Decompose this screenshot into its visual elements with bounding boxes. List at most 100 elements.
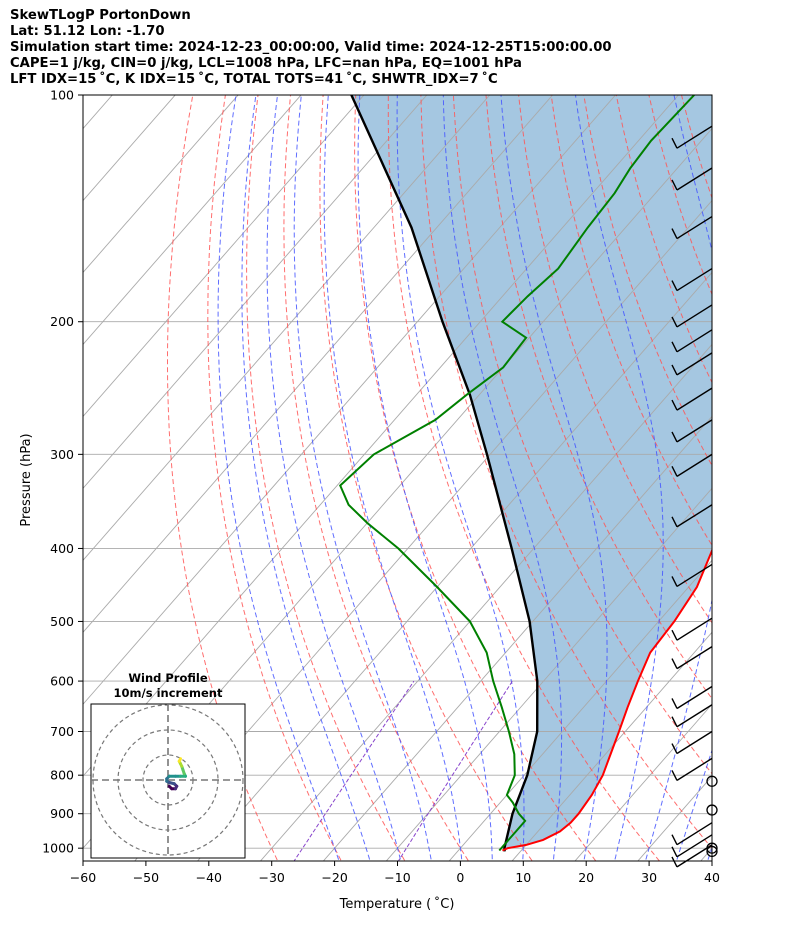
wind-barb [671, 304, 713, 328]
location-line: Lat: 51.12 Lon: -1.70 [10, 24, 165, 39]
wind-barb [671, 704, 713, 728]
dry-adiabat [518, 95, 712, 624]
isotherm [83, 95, 554, 633]
barb-flag [671, 431, 678, 443]
dry-adiabat [167, 95, 279, 861]
wind-barb [671, 685, 713, 710]
wind-barb [671, 822, 713, 846]
barb-shaft [676, 646, 713, 670]
hodograph-subtitle: 10m/s increment [114, 686, 223, 700]
x-tick-label: −30 [259, 870, 285, 885]
y-tick-label: 200 [50, 314, 74, 329]
y-tick-label: 300 [50, 447, 74, 462]
barb-shaft [676, 834, 713, 858]
barb-flag [671, 716, 678, 728]
isotherm [385, 487, 712, 861]
isotherm [0, 61, 17, 880]
barb-shaft [676, 167, 713, 191]
mixing-ratio-line [397, 680, 513, 861]
barb-shaft [676, 730, 713, 755]
hodograph-plot [91, 704, 245, 858]
barb-flag [671, 658, 678, 669]
wind-barb [671, 267, 713, 292]
barb-flag [671, 228, 678, 239]
wind-barb [671, 844, 713, 868]
barb-shaft [676, 419, 713, 443]
isotherm [83, 95, 176, 202]
isotherm [748, 61, 794, 880]
isotherm [83, 95, 365, 418]
mixing-ratio-line [293, 680, 415, 861]
moist-adiabat [241, 95, 371, 861]
barb-flag [671, 179, 678, 191]
wind-barb [671, 563, 713, 588]
barb-flag [671, 280, 678, 291]
moist-adiabat [357, 95, 493, 861]
dry-adiabat [354, 95, 597, 861]
hodograph-segment [177, 757, 182, 763]
isotherm [0, 61, 80, 880]
wind-barb [671, 329, 713, 353]
wind-barb [671, 834, 713, 858]
isotherm [196, 271, 712, 861]
barb-shaft [676, 617, 713, 641]
moist-adiabat [500, 95, 608, 861]
y-tick-label: 1000 [42, 841, 74, 856]
wind-barb [671, 387, 713, 411]
dry-adiabat [246, 95, 406, 861]
barb-shaft [676, 329, 713, 353]
x-tick-label: −10 [384, 870, 410, 885]
barb-flag [671, 576, 678, 587]
dry-adiabat [387, 95, 661, 861]
isotherm [83, 95, 617, 705]
x-tick-label: 40 [704, 870, 720, 885]
x-tick-label: 30 [641, 870, 657, 885]
dry-adiabat [319, 95, 533, 861]
barb-shaft [676, 267, 713, 292]
barb-shaft [676, 704, 713, 728]
barb-flag [671, 743, 678, 754]
wind-barb [671, 617, 713, 641]
moist-adiabat [706, 846, 712, 861]
time-line: Simulation start time: 2024-12-23_00:00:… [10, 40, 612, 55]
x-tick-label: 0 [456, 870, 464, 885]
dry-adiabat [737, 61, 794, 868]
x-axis-label: Temperature ( ˚C) [339, 896, 455, 912]
barb-shaft [676, 757, 713, 781]
barb-shaft [676, 685, 713, 710]
y-tick-label: 500 [50, 614, 74, 629]
barb-flag [671, 856, 678, 868]
temperature-line [501, 547, 712, 852]
x-tick-label: 10 [515, 870, 531, 885]
barb-flag [671, 316, 678, 328]
barb-shaft [676, 387, 713, 411]
dry-adiabat [583, 95, 712, 467]
barb-flag [671, 364, 678, 376]
barb-flag [671, 629, 678, 641]
parcel-area-fill [351, 95, 712, 852]
station-title: SkewTLogP PortonDown [10, 8, 191, 23]
chart-header: SkewTLogP PortonDown Lat: 51.12 Lon: -1.… [10, 8, 612, 88]
barb-shaft [676, 504, 713, 528]
barb-shaft [676, 352, 713, 376]
barb-shaft [676, 125, 713, 149]
dry-adiabat [485, 95, 712, 700]
barb-flag [671, 516, 678, 528]
barb-shaft [676, 563, 713, 588]
wind-barb [671, 419, 713, 443]
hodograph-title: Wind Profile [128, 671, 208, 685]
x-tick-label: −60 [70, 870, 96, 885]
y-tick-label: 100 [50, 88, 74, 103]
isotherm [83, 95, 239, 274]
isotherm [448, 559, 712, 861]
isotherm [83, 95, 428, 490]
moist-adiabat [217, 95, 340, 861]
wind-barb [671, 504, 713, 528]
wind-barb [671, 453, 713, 477]
barb-flag [671, 399, 678, 411]
moist-adiabat [266, 95, 402, 861]
wind-barb [671, 730, 713, 755]
x-tick-label: −50 [133, 870, 159, 885]
dry-adiabat [420, 95, 712, 849]
dry-adiabat [452, 95, 712, 775]
